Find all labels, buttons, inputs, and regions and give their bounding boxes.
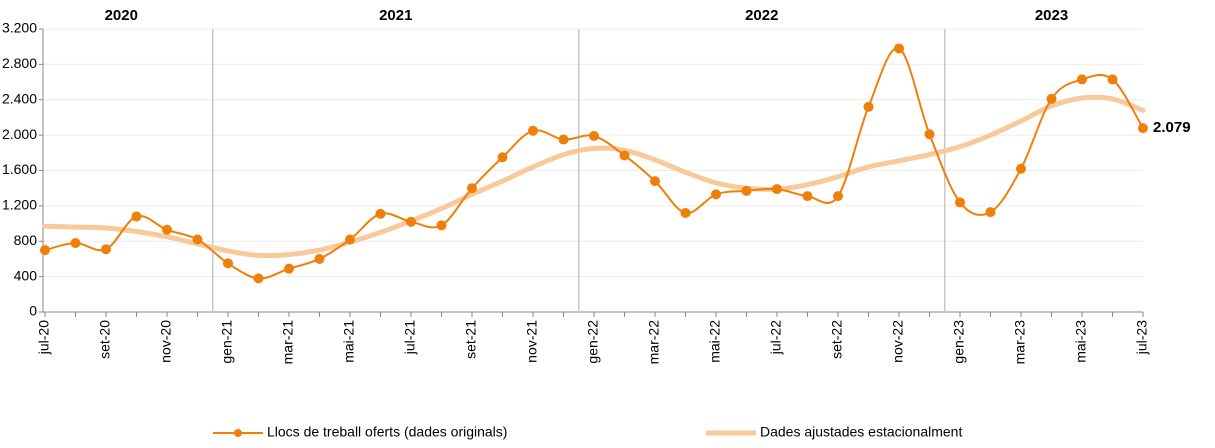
data-point [131, 211, 142, 222]
x-tick-label: set-20 [97, 320, 113, 359]
y-tick-label: 800 [14, 232, 38, 248]
data-point [650, 176, 660, 187]
x-tick-label: nov-22 [890, 320, 906, 363]
data-point [558, 134, 569, 145]
data-point [1046, 93, 1057, 104]
data-point [955, 197, 965, 208]
x-tick-label: gen-22 [585, 320, 601, 364]
data-point [253, 273, 264, 284]
data-point [192, 234, 203, 245]
data-point [833, 191, 843, 202]
y-tick-label: 2.000 [2, 126, 37, 142]
x-tick-label: jul-21 [402, 320, 418, 355]
x-tick-label: gen-21 [219, 320, 235, 364]
x-tick-label: set-22 [829, 320, 845, 359]
data-point [1107, 74, 1118, 85]
data-label: 2.079 [1153, 119, 1191, 136]
data-point [894, 43, 904, 54]
data-point [589, 131, 599, 142]
x-tick-label: mai-22 [707, 320, 723, 363]
data-point [406, 216, 416, 227]
data-point [1077, 74, 1087, 85]
series-line [42, 94, 1146, 259]
data-point [467, 183, 477, 194]
year-label: 2020 [105, 7, 138, 24]
x-tick-label: mar-22 [646, 320, 662, 365]
y-tick-label: 1.200 [2, 197, 37, 213]
data-point [497, 152, 508, 163]
data-point [680, 207, 691, 218]
series-line [44, 47, 1144, 280]
y-tick-label: 2.800 [2, 55, 37, 71]
year-label: 2022 [745, 7, 778, 24]
x-tick-label: jul-22 [768, 320, 784, 355]
legend-marker [234, 429, 242, 437]
data-point [1138, 123, 1148, 134]
x-tick-label: jul-20 [36, 320, 52, 355]
data-point [619, 150, 630, 161]
x-tick-label: mai-21 [341, 320, 357, 363]
x-tick-label: set-21 [463, 320, 479, 359]
data-point [284, 263, 294, 274]
data-point [101, 244, 111, 255]
year-label: 2021 [379, 7, 412, 24]
year-label: 2023 [1035, 7, 1068, 24]
x-tick-label: mar-21 [280, 320, 296, 365]
data-point [223, 258, 233, 269]
data-point [162, 224, 172, 235]
data-point [70, 238, 81, 249]
x-tick-label: gen-23 [951, 320, 967, 364]
x-tick-label: nov-21 [524, 320, 540, 363]
x-tick-label: mai-23 [1073, 320, 1089, 363]
x-tick-label: jul-23 [1134, 320, 1150, 355]
data-point [802, 191, 813, 202]
y-tick-label: 0 [29, 303, 37, 319]
data-point [375, 208, 386, 219]
y-tick-label: 1.600 [2, 161, 37, 177]
data-point [711, 189, 721, 200]
data-point [772, 184, 782, 195]
data-point [345, 234, 355, 245]
data-point [985, 207, 996, 218]
data-point [1016, 163, 1026, 174]
data-point [528, 125, 538, 136]
legend-label: Dades ajustades estacionalment [760, 424, 962, 440]
data-point [863, 101, 874, 112]
x-tick-label: mar-23 [1012, 320, 1028, 365]
x-tick-label: nov-20 [158, 320, 174, 363]
data-point [924, 129, 935, 140]
y-tick-label: 2.400 [2, 90, 37, 106]
y-tick-label: 3.200 [2, 20, 37, 36]
legend-label: Llocs de treball oferts (dades originals… [267, 424, 507, 440]
y-tick-label: 400 [14, 267, 38, 283]
data-point [436, 220, 447, 231]
data-point [741, 185, 752, 196]
data-point [40, 245, 50, 256]
data-point [314, 253, 325, 264]
